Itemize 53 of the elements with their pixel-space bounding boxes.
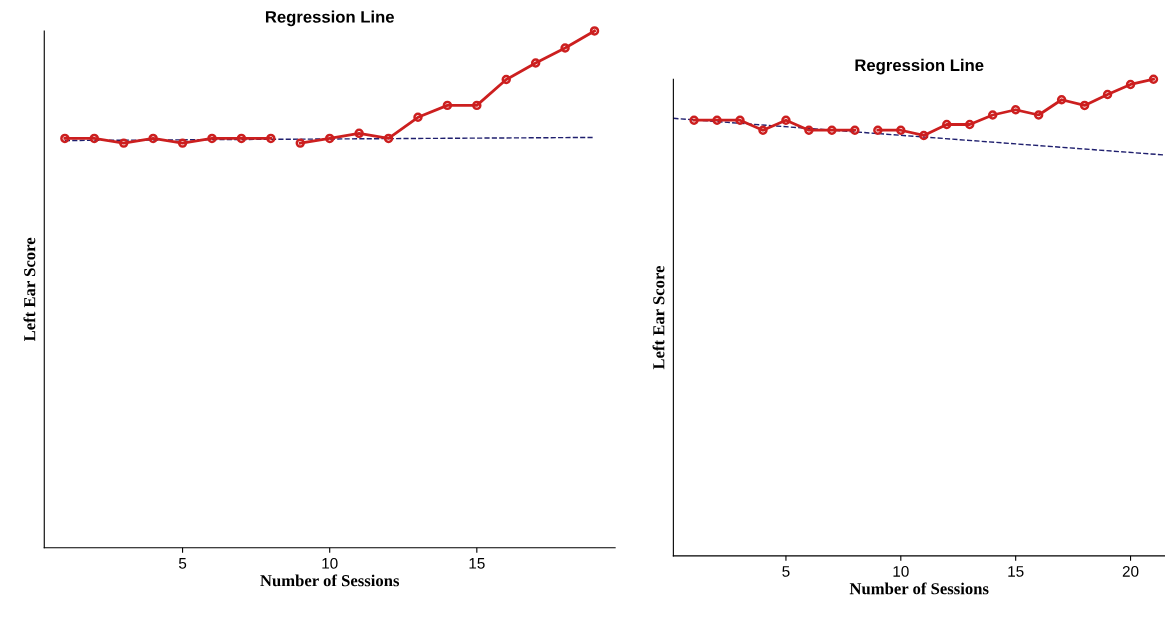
point [324, 133, 335, 144]
chart-title: Regression Line [855, 58, 984, 75]
point [850, 125, 860, 135]
point [177, 138, 188, 148]
x-tick-label: 15 [1008, 566, 1024, 577]
x-tick-label: 20 [1122, 565, 1139, 577]
point [1102, 89, 1113, 100]
point [1010, 105, 1021, 115]
point [295, 138, 305, 148]
point [383, 133, 394, 144]
point [413, 112, 423, 122]
point [873, 125, 883, 135]
point [207, 133, 217, 144]
point [987, 110, 998, 120]
point [530, 58, 541, 68]
point [1056, 95, 1067, 105]
point [354, 128, 364, 139]
point [266, 133, 276, 144]
point [560, 43, 570, 53]
point [1125, 79, 1136, 90]
point [472, 100, 482, 111]
x-tick-label: 10 [893, 565, 909, 577]
point [712, 115, 722, 125]
point [148, 133, 158, 144]
point [942, 119, 952, 130]
point [1079, 100, 1090, 111]
point [1033, 110, 1044, 120]
x-tick-label: 5 [178, 558, 187, 569]
point [119, 138, 129, 148]
point [689, 115, 699, 125]
point [827, 125, 837, 135]
chart-title: Regression Line [265, 10, 394, 27]
x-tick-label: 15 [469, 558, 485, 569]
point [236, 133, 247, 144]
y-axis-title: Left Ear Score [23, 237, 36, 342]
point [589, 26, 600, 36]
point [804, 125, 814, 135]
point [60, 133, 70, 144]
x-axis-title: Number of Sessions [260, 574, 400, 587]
point [896, 125, 906, 135]
x-tick-label: 5 [782, 566, 790, 577]
point [965, 119, 975, 130]
y-axis-title: Left Ear Score [652, 265, 665, 370]
point [89, 133, 100, 144]
x-axis-title: Number of Sessions [849, 582, 989, 595]
x-tick-label: 10 [322, 557, 338, 569]
point [781, 115, 791, 125]
point [919, 130, 929, 141]
point [442, 100, 453, 111]
point [758, 125, 768, 135]
point [1148, 74, 1159, 84]
point [735, 115, 745, 125]
point [501, 74, 511, 85]
